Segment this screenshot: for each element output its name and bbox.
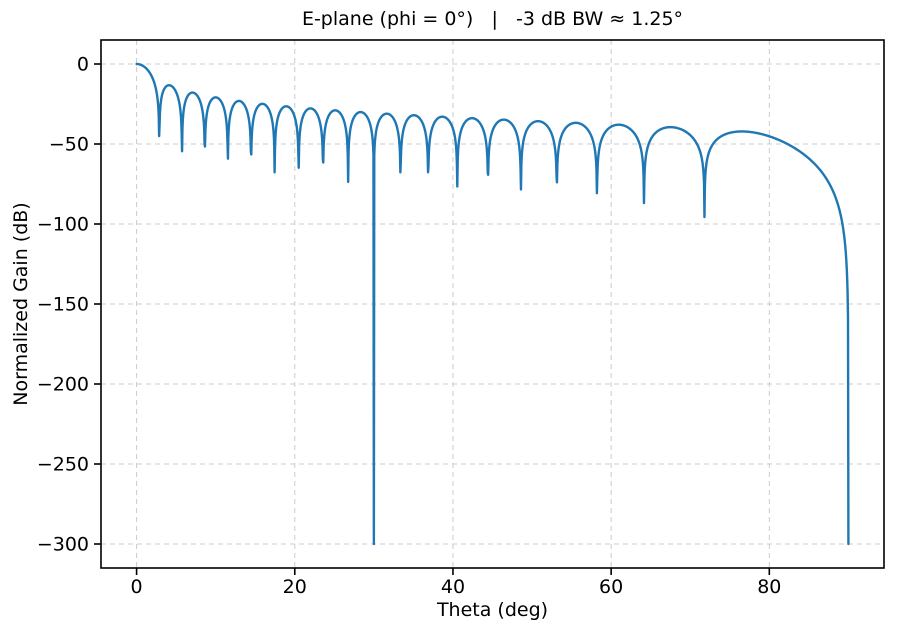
x-tick-label: 0	[131, 576, 143, 598]
y-tick-label: −300	[37, 534, 89, 556]
x-tick-label: 40	[441, 576, 465, 598]
x-tick-label: 20	[283, 576, 307, 598]
y-tick-label: −100	[37, 214, 89, 236]
x-tick-label: 60	[599, 576, 623, 598]
x-axis-label: Theta (deg)	[436, 599, 549, 621]
y-tick-label: −200	[37, 374, 89, 396]
gain-curve	[135, 62, 850, 546]
chart-title: E-plane (phi = 0°) | -3 dB BW ≈ 1.25°	[301, 8, 684, 30]
y-tick-label: −50	[49, 134, 89, 156]
y-tick-label: 0	[77, 54, 89, 76]
y-tick-label: −250	[37, 454, 89, 476]
x-tick-label: 80	[757, 576, 781, 598]
y-tick-label: −150	[37, 294, 89, 316]
